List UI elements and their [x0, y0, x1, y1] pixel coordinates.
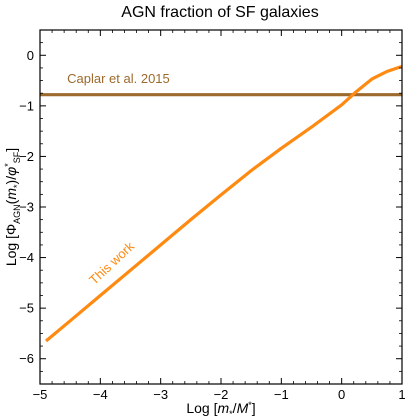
series-layer: [40, 64, 403, 343]
y-axis-label-sub-star: *: [12, 184, 22, 188]
x-tick-label: −4: [93, 387, 108, 402]
y-tick-label: −2: [19, 149, 34, 164]
y-axis-label-mid: )/: [3, 176, 19, 185]
x-axis-label-m: m: [217, 400, 229, 416]
y-axis-label-sub-agn: AGN: [12, 204, 22, 224]
y-axis-label-paren: (: [3, 199, 19, 204]
x-axis-label-M: M: [237, 400, 249, 416]
y-tick-label: −4: [19, 250, 34, 265]
x-tick-label: −2: [214, 387, 229, 402]
annotation-0: This work: [86, 238, 137, 287]
x-tick-label: −5: [33, 387, 48, 402]
x-tick-label: −3: [153, 387, 168, 402]
tick-layer: −5 −4 −3 −2 −1 0 1 −6 −5 −4 −3 −2 −1 0: [19, 29, 406, 402]
annotation-layer: This work Caplar et al. 2015: [67, 71, 170, 287]
annotation-1: Caplar et al. 2015: [67, 71, 170, 86]
y-axis-label-prefix: Log [Φ: [3, 224, 19, 266]
x-axis-label-sup: *: [248, 400, 252, 410]
x-axis-label-prefix: Log [: [186, 400, 217, 416]
x-axis-label-suffix: ]: [252, 400, 256, 416]
y-tick-label: 0: [27, 48, 34, 63]
x-tick-label: −1: [274, 387, 289, 402]
series-line-0: [44, 64, 403, 343]
y-tick-label: −3: [19, 200, 34, 215]
x-axis-label-sub: *: [229, 409, 233, 419]
y-tick-label: −5: [19, 301, 34, 316]
y-axis-label-m: m: [3, 188, 19, 200]
x-tick-label: 0: [338, 387, 345, 402]
y-axis-label-suffix: ]: [3, 148, 19, 152]
y-tick-label: −1: [19, 98, 34, 113]
x-tick-label: 1: [398, 387, 405, 402]
y-axis-label-sub-sf: SF: [12, 151, 22, 163]
y-axis-label-sup: *: [3, 163, 13, 167]
y-axis-label-phi: φ: [3, 167, 19, 176]
x-axis-label: Log [m*/M*]: [186, 400, 255, 419]
chart-title: AGN fraction of SF galaxies: [121, 4, 318, 21]
y-tick-label: −6: [19, 351, 34, 366]
x-axis-label-slash: /: [233, 400, 237, 416]
y-axis-label: Log [ΦAGN(m*)/φ*SF]: [3, 148, 22, 266]
